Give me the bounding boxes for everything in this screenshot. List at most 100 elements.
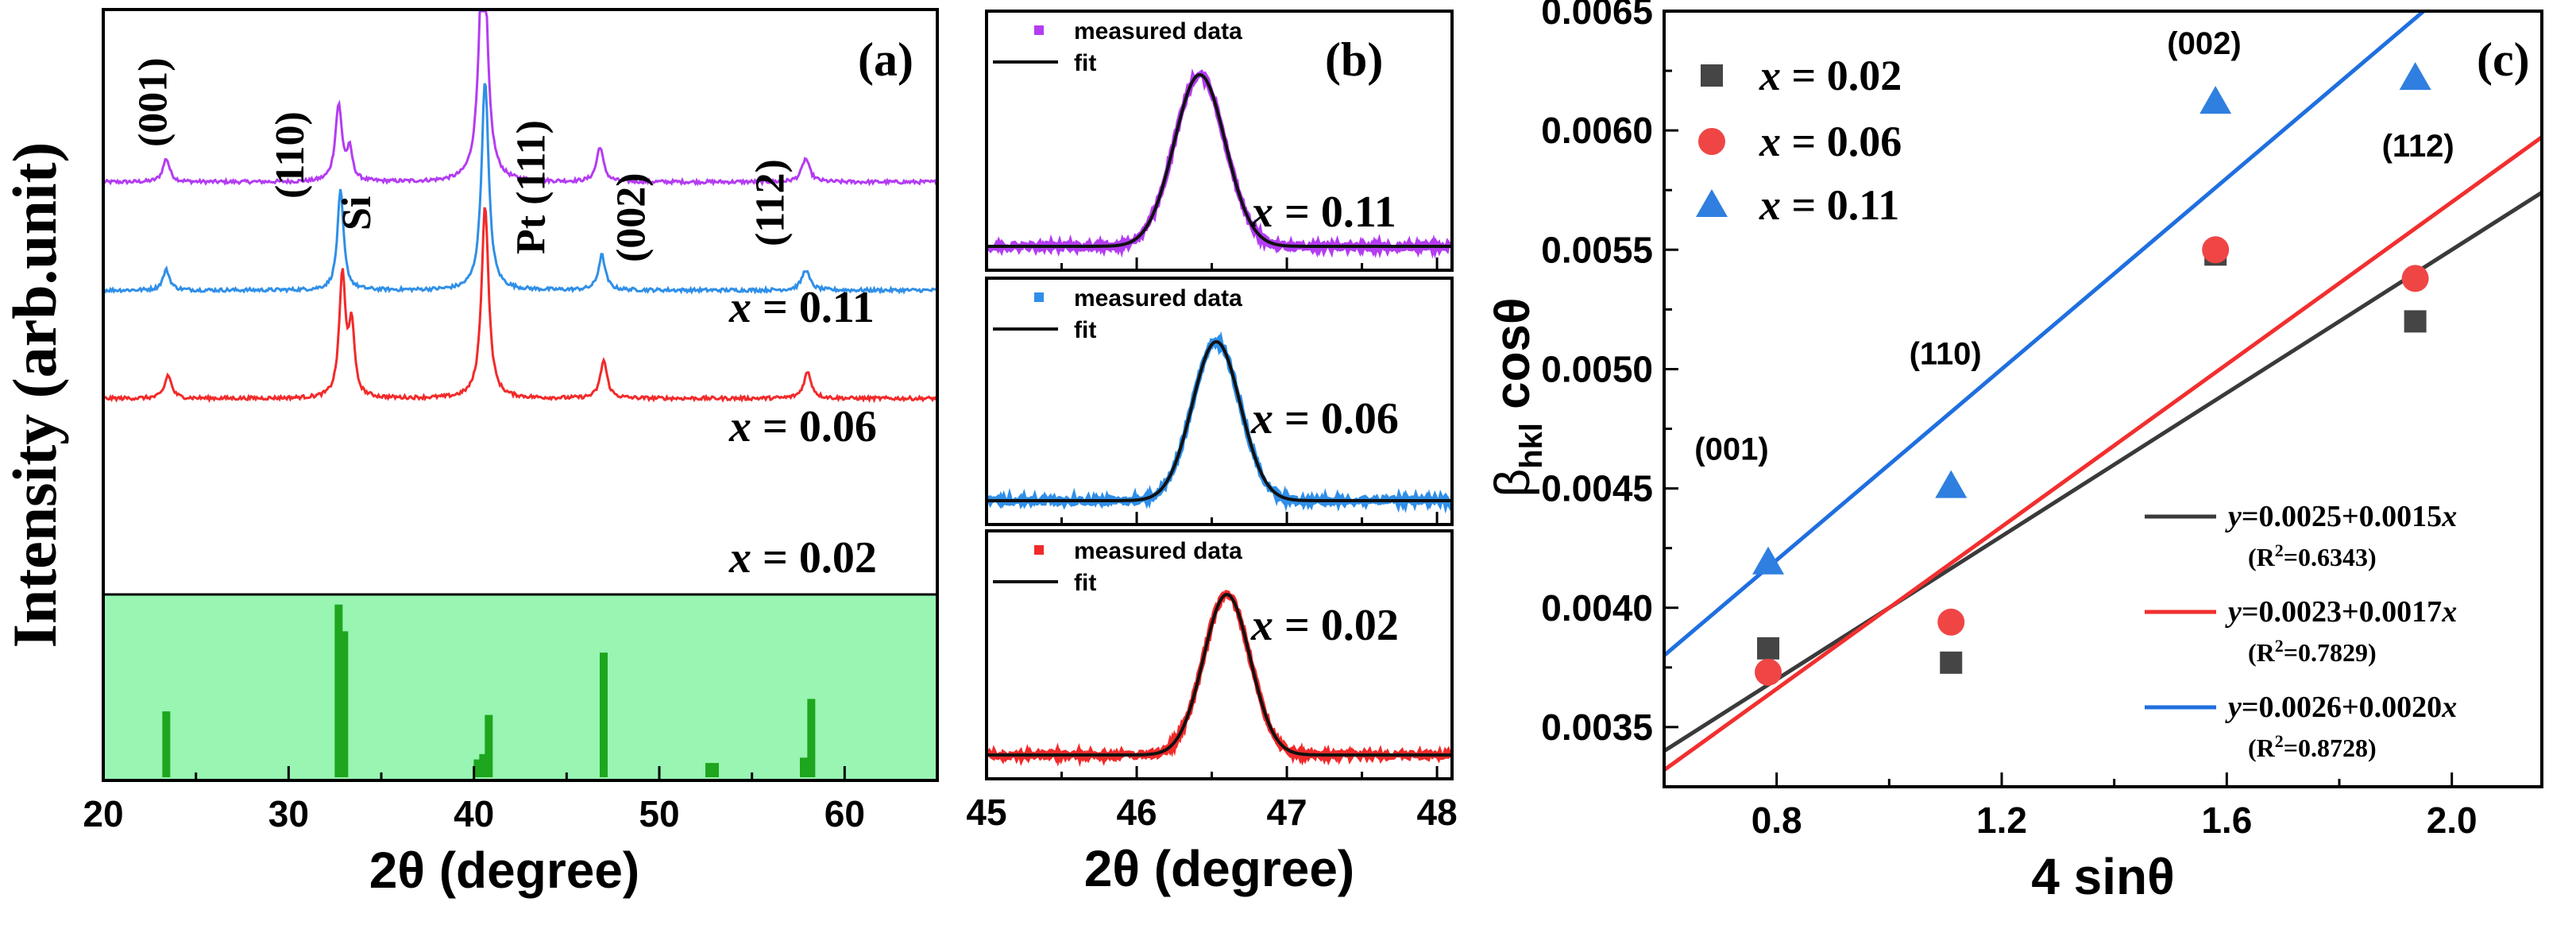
legend-measured-label: measured data [1074, 18, 1242, 45]
legend-label-value: = 0.06 [1781, 118, 1902, 165]
data-point-circle [1755, 658, 1782, 686]
data-point-circle [1937, 608, 1965, 636]
reference-bar [162, 711, 171, 777]
peak-label: Pt (111) [508, 120, 554, 254]
fit-equation-x: x [2441, 691, 2457, 724]
x-tick-label: 45 [966, 792, 1006, 833]
legend-label: x = 0.06 [1759, 118, 1902, 165]
subplot-frame [985, 529, 1454, 780]
fit-r-squared: (R2=0.8728) [2248, 731, 2377, 762]
panel-a: x = 0.11x = 0.06x = 0.02(001)(110)Si Pt (… [0, 8, 939, 899]
data-point-triangle [1752, 546, 1785, 575]
y-tick-label: 0.0060 [1541, 110, 1653, 151]
x-tick-label: 2.0 [2427, 799, 2478, 841]
legend-marker-measured [1034, 25, 1044, 35]
reference-bar [334, 604, 343, 777]
y-tick-label: 0.0035 [1541, 707, 1653, 748]
plot-frame [1663, 10, 2543, 788]
fit-equation-x: x [2441, 595, 2457, 629]
panel-c: x = 0.02x = 0.06x = 0.11y=0.0025+0.0015x… [1485, 0, 2543, 905]
y-axis-title: Intensity (arb.unit) [0, 141, 69, 648]
series-label-value: = 0.02 [751, 533, 877, 583]
x-tick-label: 48 [1417, 792, 1458, 833]
plot-frame [102, 8, 939, 782]
legend-label-var: x [1759, 52, 1781, 99]
peak-label: (001) [130, 57, 176, 147]
subplot-label-var: x [1250, 188, 1273, 237]
fit-equation-var: y [2225, 595, 2242, 629]
subplot-frame [985, 277, 1454, 526]
y-tick-label: 0.0055 [1541, 229, 1653, 270]
peak-label: (002) [608, 172, 654, 262]
y-tick-label: 0.0045 [1541, 468, 1653, 509]
legend-marker-circle [1698, 128, 1725, 155]
panel-label: (c) [2477, 33, 2530, 86]
fit-curve-1 [988, 72, 1450, 248]
hkl-annotation: (110) [1910, 336, 1982, 371]
subplot-label: x = 0.02 [1250, 601, 1399, 650]
legend-label-var: x [1759, 181, 1781, 229]
x-axis-title: 4 sinθ [2031, 848, 2174, 905]
legend-label-value: = 0.02 [1781, 52, 1902, 99]
panel-label: (a) [858, 33, 913, 86]
legend-label-var: x [1759, 118, 1781, 165]
x-tick-label: 50 [639, 793, 679, 834]
fit-equation: y=0.0023+0.0017x [2225, 595, 2457, 629]
hkl-annotation: (112) [2382, 129, 2454, 164]
fit-equation-var: y [2225, 500, 2242, 533]
legend-marker-triangle [1696, 189, 1728, 217]
x-tick-label: 30 [268, 793, 309, 834]
y-axis-title: βhkl cosθ [1485, 297, 1549, 497]
reference-bar [485, 714, 493, 777]
series-label-var: x [728, 533, 751, 583]
xrd-curve-1 [102, 10, 937, 187]
fit-equation-body: =0.0025+0.0015 [2242, 500, 2442, 533]
legend-marker-measured [1034, 292, 1044, 302]
fit-r2-prefix: (R [2248, 543, 2276, 571]
series-label: x = 0.06 [728, 402, 877, 451]
y-axis-title-beta: β [1485, 469, 1540, 497]
fit-r2-sup: 2 [2275, 540, 2284, 560]
fit-r2-value: =0.8728) [2284, 734, 2377, 762]
xrd-curve-2 [102, 83, 939, 295]
fit-line-3 [1664, 11, 2427, 657]
fit-curve-3 [988, 592, 1450, 757]
fit-line-2 [1664, 135, 2542, 772]
reference-bar [705, 763, 713, 777]
reference-bar [800, 757, 808, 777]
data-point-square [1940, 651, 1963, 674]
legend-label: x = 0.11 [1759, 181, 1899, 229]
subplot-label: x = 0.06 [1250, 394, 1399, 443]
legend-marker-measured [1034, 545, 1044, 555]
fit-line-1 [1664, 191, 2542, 753]
subplot-frame [985, 10, 1454, 272]
data-point-triangle [2399, 62, 2431, 91]
subplot-label-var: x [1250, 601, 1273, 650]
subplot-label-var: x [1250, 394, 1273, 443]
subplot-label-value: = 0.11 [1273, 188, 1396, 237]
series-label-value: = 0.06 [751, 402, 877, 451]
fit-equation: y=0.0025+0.0015x [2225, 500, 2457, 533]
data-point-triangle [2199, 86, 2232, 114]
reference-bar [479, 753, 488, 777]
fit-r2-value: =0.7829) [2284, 638, 2377, 667]
reference-bar [473, 759, 482, 777]
data-point-circle [2202, 236, 2230, 264]
peak-label: (110) [268, 111, 313, 199]
legend-measured-label: measured data [1074, 285, 1242, 312]
data-point-circle [2401, 265, 2429, 292]
legend-label: x = 0.02 [1759, 52, 1902, 99]
x-axis-title: 2θ (degree) [369, 842, 639, 899]
panel-b: measured data fit x = 0.11 measured data fit… [966, 10, 1458, 897]
fit-r2-sup: 2 [2275, 636, 2284, 656]
fit-equation: y=0.0026+0.0020x [2225, 691, 2457, 724]
x-tick-label: 1.2 [1976, 799, 2027, 841]
reference-bar [340, 631, 349, 777]
series-label: x = 0.11 [728, 283, 875, 332]
fit-r-squared: (R2=0.7829) [2248, 636, 2377, 667]
legend-fit-label: fit [1074, 50, 1096, 76]
series-label-var: x [728, 402, 751, 451]
x-tick-label: 46 [1116, 792, 1157, 833]
data-point-square [2404, 310, 2427, 333]
